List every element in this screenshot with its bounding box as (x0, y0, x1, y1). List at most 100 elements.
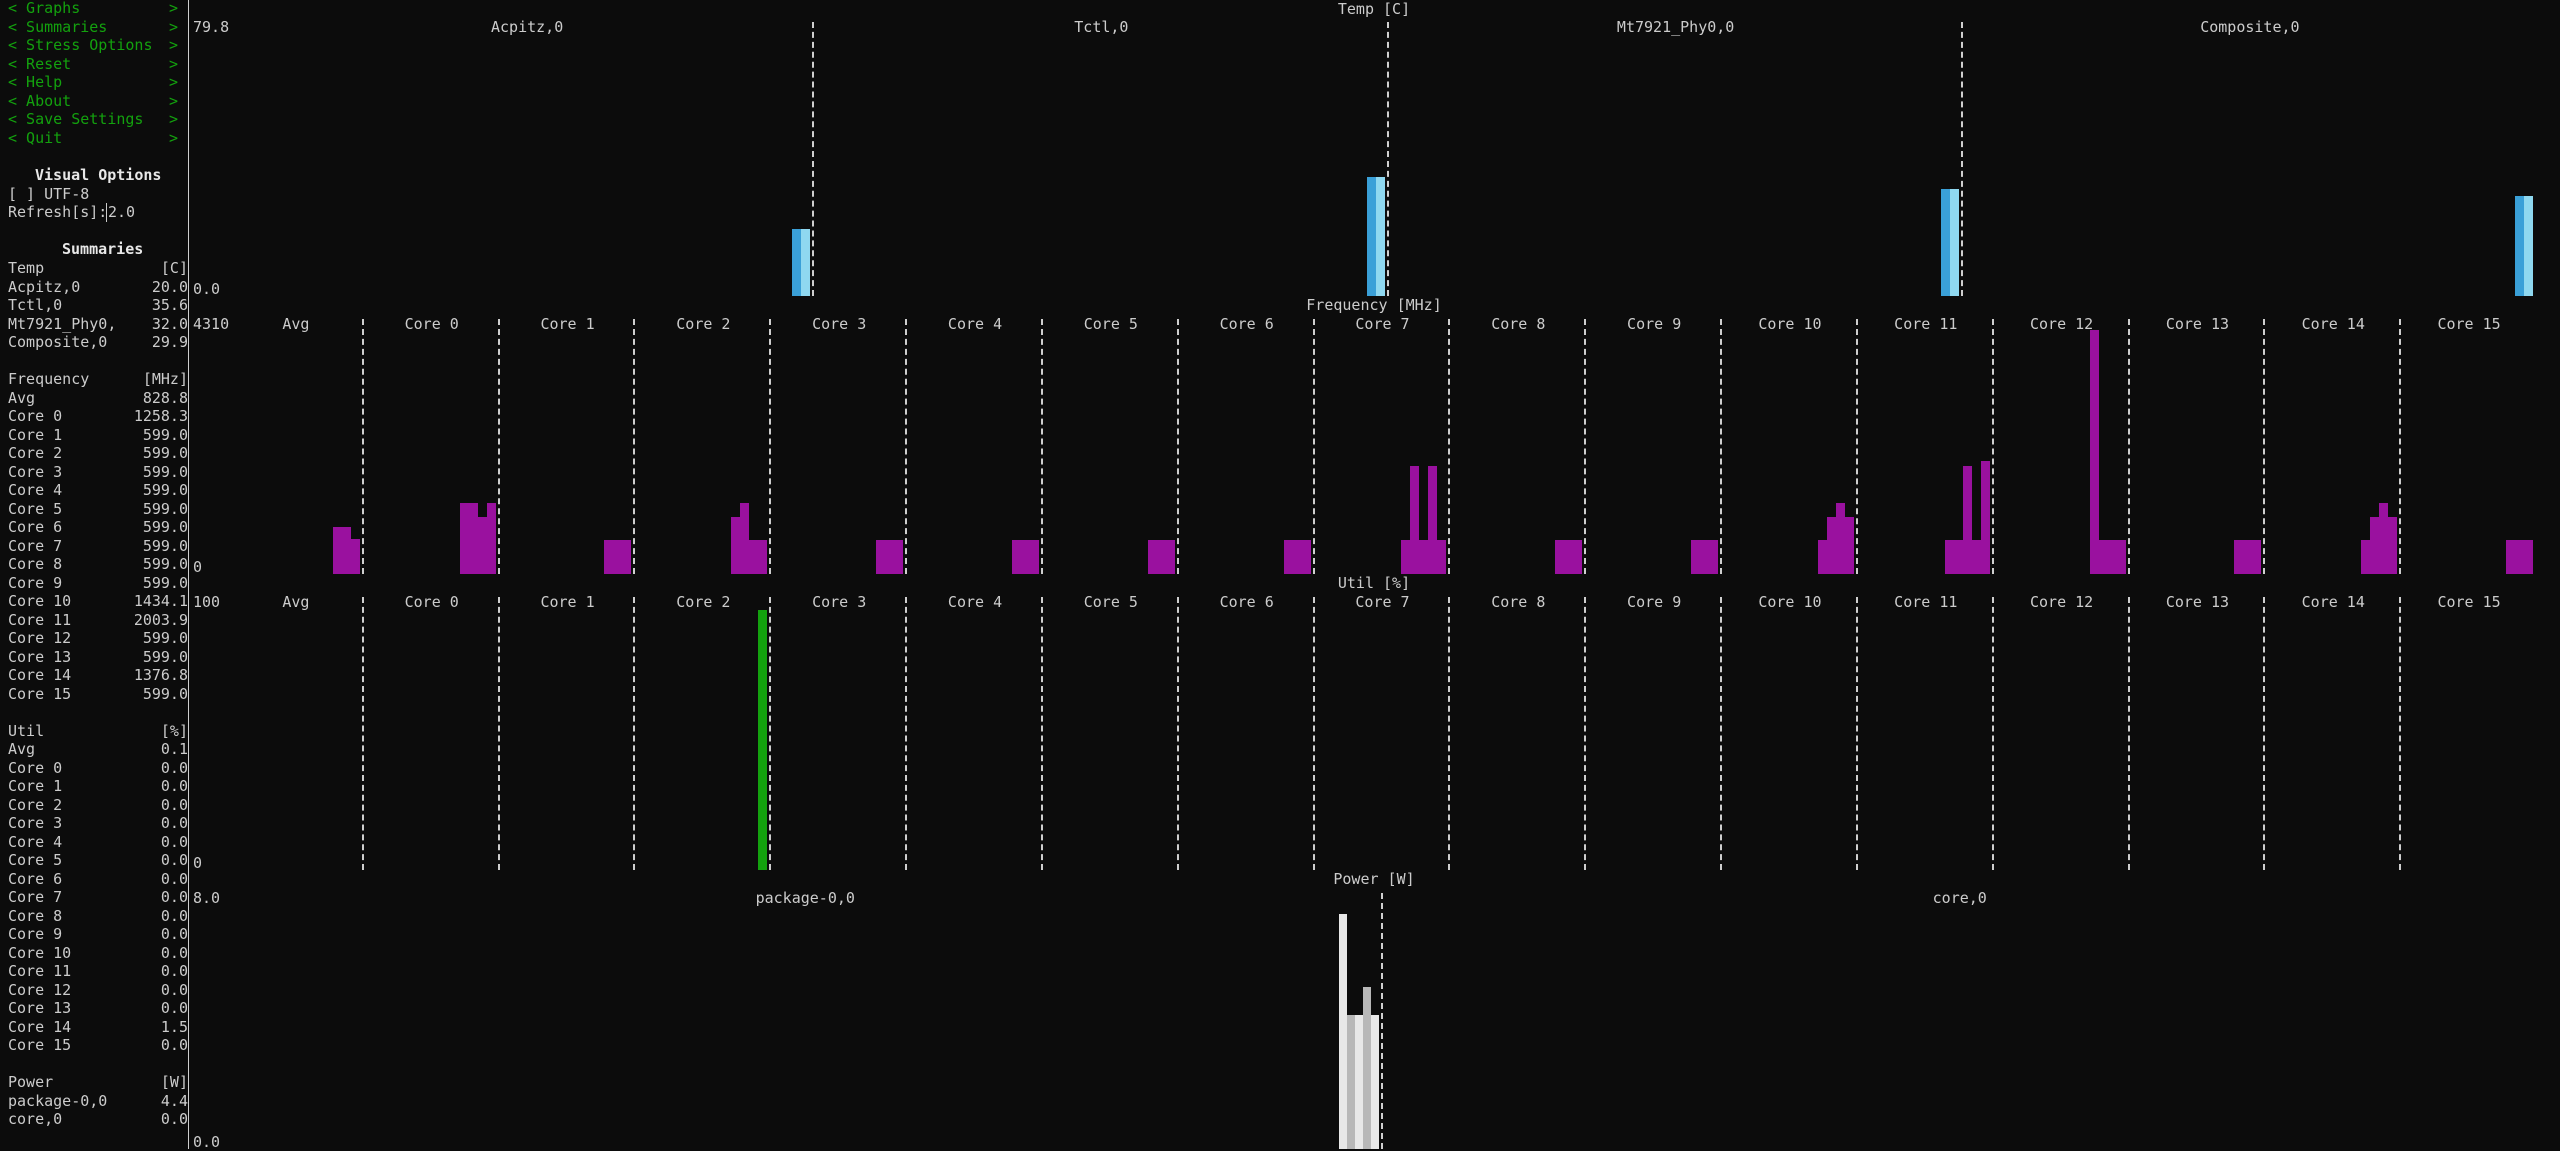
util-graph-label-core-1: Core 1 (540, 593, 595, 611)
menu-item-stressoptions[interactable]: < Stress Options > (8, 36, 178, 55)
summary-row-name: Core 8 (8, 555, 63, 573)
summary-row-name: Mt7921_Phy0, (8, 314, 117, 333)
freq-graph-separator (769, 319, 772, 574)
freq-graph-separator (1040, 319, 1043, 574)
freq-graph-bar (1301, 540, 1311, 574)
freq-graph-bar (1709, 540, 1719, 574)
summary-row: Core 14 1.5 (8, 1018, 188, 1037)
freq-graph-bar (2234, 540, 2244, 574)
summary-row: Core 7 599.0 (8, 537, 188, 556)
freq-graph-label-core-3: Core 3 (812, 315, 867, 333)
power-graph-title: Power [W] (1333, 870, 1415, 888)
summary-row-name: Acpitz,0 (8, 277, 81, 296)
freq-graph-bar (1573, 540, 1583, 574)
menu-item-reset[interactable]: < Reset > (8, 55, 178, 74)
freq-graph-bar (1419, 540, 1429, 574)
refresh-input[interactable]: 2.0 (106, 203, 136, 222)
summary-row-name: Core 1 (8, 425, 63, 444)
summary-row: Core 6 0.0 (8, 870, 188, 889)
util-graph-separator (2399, 597, 2402, 870)
summary-row: Acpitz,0 20.0 (8, 278, 188, 297)
menu-item-label: < Quit (8, 128, 63, 147)
util-graph-label-core-13: Core 13 (2165, 593, 2230, 611)
util-graph-min-label: 0 (193, 854, 203, 872)
summary-row: Core 1 0.0 (8, 777, 188, 796)
summary-header-label: Frequency (8, 370, 90, 388)
freq-graph-bar (2116, 540, 2126, 574)
menu-item-label: < About (8, 91, 72, 110)
summary-row-value: 1.5 (160, 1017, 188, 1036)
menu-item-quit[interactable]: < Quit > (8, 129, 178, 148)
summary-row: Core 2 599.0 (8, 444, 188, 463)
freq-graph-label-core-2: Core 2 (676, 315, 731, 333)
summary-row-value: 599.0 (142, 573, 188, 592)
freq-graph-label-core-8: Core 8 (1491, 315, 1546, 333)
freq-graph-separator (1448, 319, 1451, 574)
freq-graph-bar (468, 502, 478, 574)
freq-graph-label-avg: Avg (282, 315, 310, 333)
summary-power-header: Power [W] (8, 1073, 188, 1092)
freq-graph-max-label: 4310 (193, 315, 230, 333)
freq-graph-bar (1944, 540, 1954, 574)
temp-graph-bar (1949, 189, 1959, 296)
power-graph-max-label: 8.0 (193, 889, 221, 907)
util-graph-separator (2263, 597, 2266, 870)
util-graph-label-core-0: Core 0 (404, 593, 459, 611)
menu-item-about[interactable]: < About > (8, 92, 178, 111)
summary-row-name: Core 0 (8, 758, 63, 777)
power-graph-bar (1346, 1014, 1355, 1149)
menu-item-summaries[interactable]: < Summaries > (8, 18, 178, 37)
summary-header-unit: [C] (160, 259, 188, 277)
util-graph-label-avg: Avg (282, 593, 310, 611)
summary-row-name: Core 0 (8, 407, 63, 425)
summary-row-name: Core 12 (8, 980, 72, 999)
freq-graph-min-label: 0 (193, 558, 203, 576)
menu-item-savesettings[interactable]: < Save Settings > (8, 110, 178, 129)
freq-graph-separator (1584, 319, 1587, 574)
summary-row: Core 10 1434.1 (8, 592, 188, 611)
util-graph-label-core-7: Core 7 (1355, 593, 1410, 611)
freq-graph-bar (486, 502, 496, 574)
util-graph-label-core-10: Core 10 (1758, 593, 1822, 611)
summary-row-value: 32.0 (151, 314, 188, 333)
util-graph-label-core-2: Core 2 (676, 593, 731, 611)
summary-header-unit: [MHz] (142, 370, 188, 388)
summary-row-name: Core 15 (8, 684, 72, 703)
summary-row: Core 15 0.0 (8, 1036, 188, 1055)
freq-graph-bar (2388, 517, 2398, 574)
summary-row: Core 5 0.0 (8, 851, 188, 870)
freq-graph-bar (1437, 540, 1447, 574)
freq-graph-bar (1564, 540, 1574, 574)
summary-row-value: 0.0 (160, 814, 188, 832)
freq-graph-bar (1428, 465, 1438, 574)
temp-graph-bar (2515, 196, 2524, 296)
summary-row-name: Core 10 (8, 592, 72, 610)
util-graph-max-label: 100 (193, 593, 221, 611)
freq-graph-label-core-14: Core 14 (2301, 315, 2365, 333)
freq-graph-separator (361, 319, 364, 574)
menu-item-graphs[interactable]: < Graphs > (8, 0, 178, 18)
graph-y-axis (188, 0, 189, 1149)
menu-item-help[interactable]: < Help > (8, 73, 178, 92)
utf8-checkbox[interactable]: [ ] UTF-8 (8, 185, 90, 203)
freq-graph-bar (894, 540, 904, 574)
temp-graph-separator (1386, 22, 1389, 296)
freq-graph-bar (740, 502, 750, 574)
freq-graph-bar (1962, 465, 1972, 574)
power-graph-label-core-0: core,0 (1932, 889, 1987, 907)
summary-row-name: package-0,0 (8, 1091, 108, 1110)
summary-row-name: Core 11 (8, 610, 72, 629)
freq-graph-bar (2515, 540, 2524, 574)
summary-row-value: 0.0 (160, 758, 188, 777)
freq-graph-bar (2089, 330, 2099, 574)
summary-row: Core 0 1258.3 (8, 407, 188, 426)
summary-row-value: 2003.9 (133, 610, 188, 629)
summary-row: Avg 828.8 (8, 389, 188, 408)
summary-row-value: 0.0 (160, 999, 188, 1017)
util-graph-separator (1312, 597, 1315, 870)
summary-row-name: Core 3 (8, 462, 63, 481)
freq-graph-separator (2263, 319, 2266, 574)
freq-graph-title: Frequency [MHz] (1306, 296, 1442, 314)
summary-row: Core 12 0.0 (8, 981, 188, 1000)
freq-graph-label-core-5: Core 5 (1083, 315, 1138, 333)
